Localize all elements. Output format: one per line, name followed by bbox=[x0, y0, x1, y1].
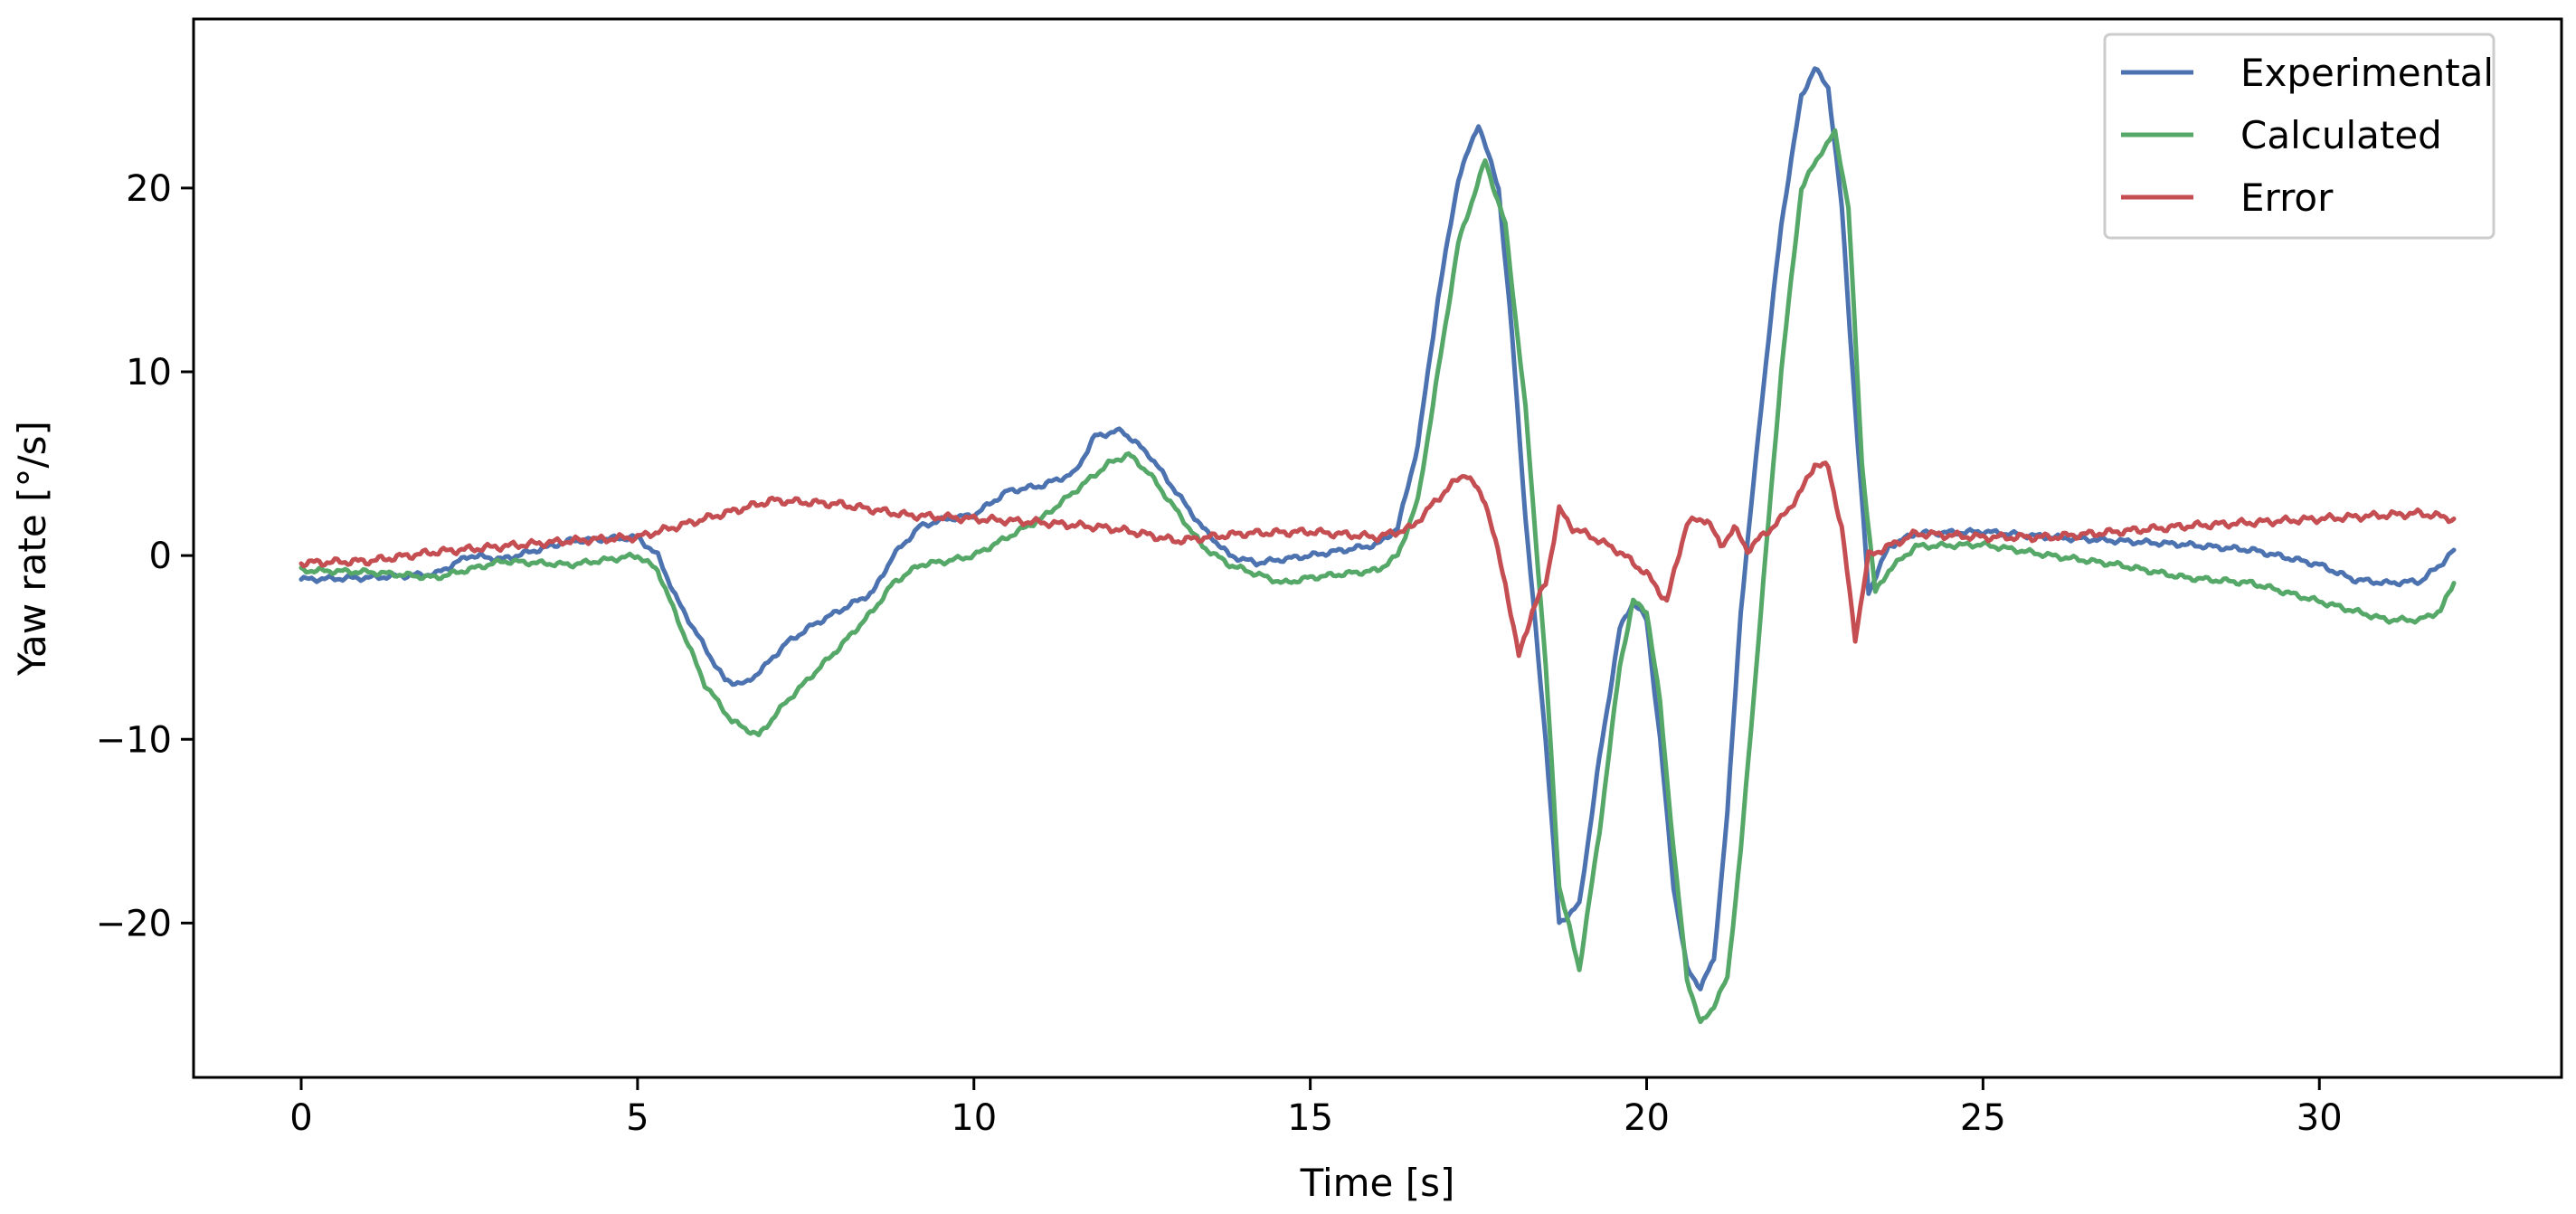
legend-label-error: Error bbox=[2240, 175, 2334, 220]
y-tick-label: 0 bbox=[149, 536, 172, 577]
x-tick-label: 20 bbox=[1624, 1097, 1670, 1139]
series-line-experimental bbox=[298, 66, 2457, 991]
legend: Experimental Calculated Error bbox=[2103, 33, 2496, 240]
series-line-calculated bbox=[298, 128, 2457, 1025]
x-axis-label: Time [s] bbox=[1300, 1161, 1455, 1205]
x-tick-label: 15 bbox=[1287, 1097, 1333, 1139]
plot-frame bbox=[192, 17, 2563, 1079]
series-line-error bbox=[298, 460, 2457, 659]
x-tick-label: 10 bbox=[951, 1097, 997, 1139]
y-axis-label: Yaw rate [°/s] bbox=[10, 421, 54, 677]
x-tick-label: 30 bbox=[2297, 1097, 2343, 1139]
y-tick-label: −20 bbox=[96, 903, 172, 944]
x-axis: 0 5 10 15 20 25 30 bbox=[289, 1077, 2343, 1139]
y-tick-label: 10 bbox=[126, 352, 172, 394]
legend-label-experimental: Experimental bbox=[2240, 51, 2494, 95]
y-tick-label: −10 bbox=[96, 719, 172, 761]
x-tick-label: 25 bbox=[1960, 1097, 2006, 1139]
y-tick-label: 20 bbox=[126, 168, 172, 210]
series-layer bbox=[298, 66, 2457, 1025]
x-tick-label: 5 bbox=[626, 1097, 649, 1139]
legend-label-calculated: Calculated bbox=[2240, 113, 2442, 157]
legend-frame bbox=[2103, 33, 2496, 240]
y-axis: −20 −10 0 10 20 bbox=[96, 168, 194, 944]
x-tick-label: 0 bbox=[289, 1097, 312, 1139]
